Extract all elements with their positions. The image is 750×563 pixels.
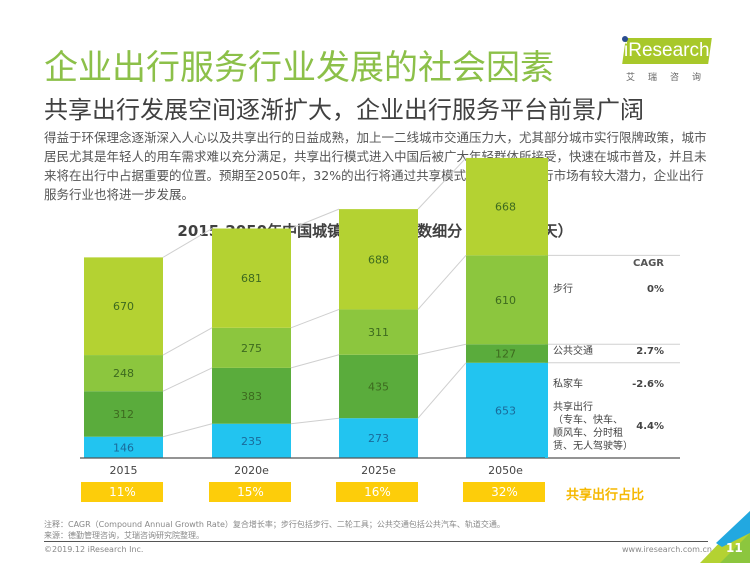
data-label: 681: [241, 272, 262, 285]
bar-segment: [339, 354, 418, 419]
connector-line: [417, 157, 467, 210]
connector-line: [290, 208, 340, 229]
data-label: 688: [368, 253, 389, 266]
connector-line: [162, 367, 213, 392]
connector-line: [417, 255, 467, 310]
connector-line: [162, 327, 213, 356]
data-label: 670: [113, 300, 134, 313]
connector-line: [162, 228, 213, 258]
legend-label: （专车、快车、: [553, 413, 623, 426]
corner-decoration: [700, 511, 750, 563]
bar-segment: [212, 367, 291, 424]
connector-line: [290, 417, 340, 425]
legend-header: CAGR: [633, 258, 664, 269]
share-box: [463, 482, 545, 502]
legend-label: 共享出行: [553, 400, 593, 413]
footer-divider: [44, 541, 708, 542]
bar-segment: [212, 228, 291, 328]
connector-line: [290, 354, 340, 369]
data-label: 435: [368, 380, 389, 393]
bar-segment: [339, 309, 418, 355]
share-box: [336, 482, 418, 502]
connector-line: [417, 343, 467, 356]
bar-segment: [84, 436, 163, 458]
share-box: [209, 482, 291, 502]
share-value: 11%: [109, 485, 136, 499]
bar-segment: [466, 362, 545, 458]
share-value: 16%: [364, 485, 391, 499]
connector-line: [162, 423, 213, 438]
connector-line: [290, 308, 340, 329]
connector-line: [417, 362, 467, 419]
legend-cagr-value: 2.7%: [636, 346, 664, 357]
bar-segment: [339, 209, 418, 310]
data-label: 311: [368, 326, 389, 339]
legend-label: 顺风车、分时租: [553, 426, 623, 439]
x-tick-label: 2025e: [361, 464, 396, 477]
data-label: 146: [113, 441, 134, 454]
page-number: 11: [726, 541, 743, 555]
bar-segment: [466, 255, 545, 345]
share-box: [81, 482, 163, 502]
data-label: 312: [113, 408, 134, 421]
legend-cagr-value: -2.6%: [632, 379, 664, 390]
data-label: 653: [495, 404, 516, 417]
data-label: 273: [368, 432, 389, 445]
legend-cagr-value: 0%: [647, 284, 664, 295]
bar-segment: [84, 355, 163, 392]
data-label: 248: [113, 367, 134, 380]
website-link[interactable]: www.iresearch.com.cn: [622, 545, 712, 554]
legend-color-bar: [545, 157, 548, 256]
iresearch-logo: iResearch 艾瑞咨询: [618, 36, 715, 83]
bar-segment: [466, 344, 545, 363]
legend-label: 赁、无人驾驶等）: [553, 439, 633, 452]
logo-brand-text: iResearch: [624, 40, 710, 61]
data-label: 235: [241, 435, 262, 448]
data-label: 668: [495, 201, 516, 214]
legend-label: 公共交通: [553, 344, 593, 357]
x-tick-label: 2015: [110, 464, 138, 477]
share-value: 32%: [491, 485, 518, 499]
bar-segment: [466, 157, 545, 256]
bar-segment: [212, 327, 291, 368]
x-tick-label: 2050e: [488, 464, 523, 477]
bar-segment: [84, 391, 163, 437]
source-text: 来源：德勤管理咨询，艾瑞咨询研究院整理。: [44, 531, 204, 540]
data-label: 127: [495, 348, 516, 361]
page-subtitle: 共享出行发展空间逐渐扩大，企业出行服务平台前景广阔: [44, 96, 644, 124]
logo-sub-text: 艾瑞咨询: [626, 73, 715, 83]
share-value: 15%: [237, 485, 264, 499]
bar-segment: [339, 418, 418, 458]
legend-cagr-value: 4.4%: [636, 421, 664, 432]
page-title: 企业出行服务行业发展的社会因素: [44, 48, 554, 88]
bar-segment: [84, 257, 163, 356]
note-text: 注释：CAGR（Compound Annual Growth Rate）复合增长…: [44, 520, 505, 529]
data-label: 383: [241, 390, 262, 403]
x-tick-label: 2020e: [234, 464, 269, 477]
logo-dot-icon: [622, 36, 628, 42]
legend-label: 私家车: [553, 377, 583, 390]
legend-label: 步行: [553, 282, 573, 295]
data-label: 610: [495, 294, 516, 307]
legend-color-bar: [545, 362, 548, 458]
bar-segment: [212, 423, 291, 458]
footnote: 注释：CAGR（Compound Annual Growth Rate）复合增长…: [44, 519, 505, 541]
data-label: 275: [241, 342, 262, 355]
legend-color-bar: [545, 255, 548, 345]
shared-share-label: 共享出行占比: [566, 488, 645, 503]
copyright: ©2019.12 iResearch Inc.: [44, 545, 144, 554]
legend-color-bar: [545, 344, 548, 363]
